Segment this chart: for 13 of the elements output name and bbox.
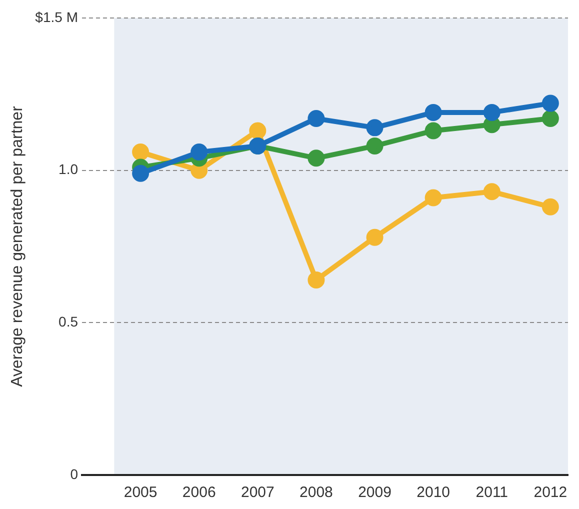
x-tick-label: 2012: [534, 484, 568, 502]
x-tick-label: 2011: [476, 484, 508, 502]
x-tick-label: 2009: [358, 484, 392, 502]
y-axis-title: Average revenue generated per partner: [9, 105, 26, 387]
x-tick-label: 2006: [182, 484, 216, 502]
y-tick-label: 1.0: [58, 161, 78, 178]
y-tick-label: $1.5 M: [35, 8, 78, 25]
x-tick-label: 2010: [416, 484, 450, 502]
y-tick-label: 0: [70, 466, 78, 482]
y-tick-label: 0.5: [58, 314, 78, 330]
x-tick-label: 2008: [300, 484, 333, 502]
x-tick-label: 2007: [240, 484, 274, 502]
x-tick-label: 2005: [124, 484, 158, 502]
